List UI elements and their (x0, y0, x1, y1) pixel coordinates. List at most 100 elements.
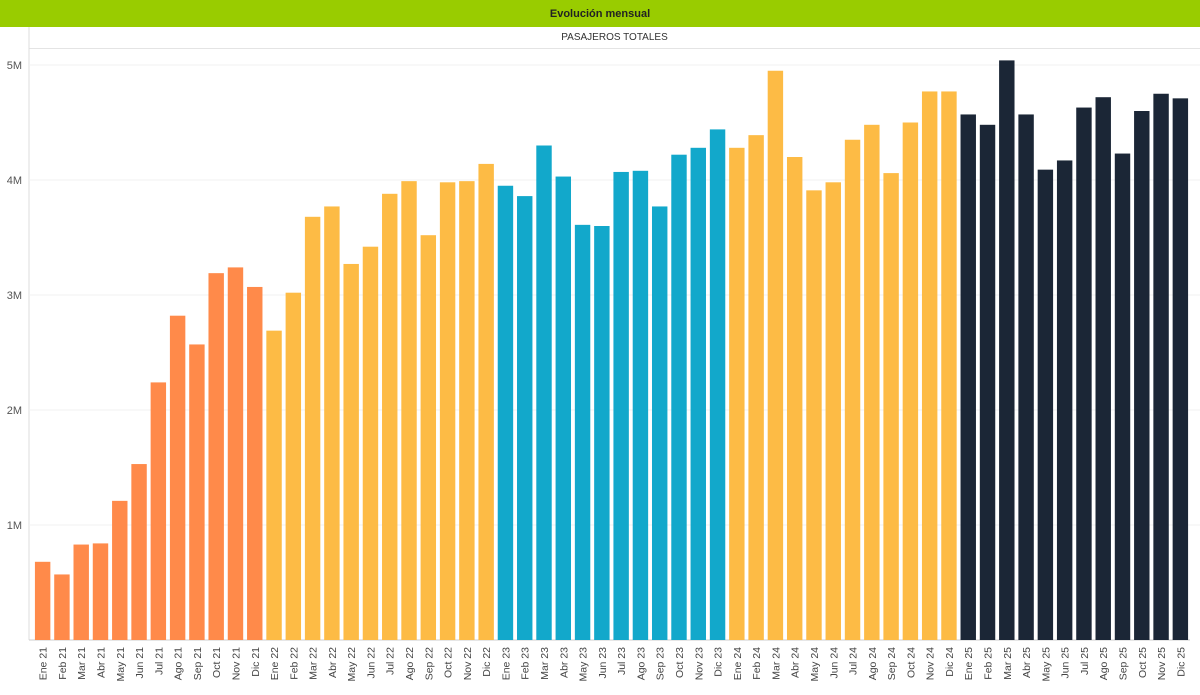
x-tick-label: May 21 (115, 647, 127, 682)
bar (285, 292, 302, 640)
x-tick-label: Abr 21 (95, 647, 107, 678)
x-tick-label: Feb 24 (751, 647, 763, 680)
bar (632, 170, 649, 641)
x-tick-label: May 22 (346, 647, 358, 682)
x-tick-label: Abr 25 (1021, 647, 1033, 678)
x-tick-label: Nov 22 (462, 647, 474, 680)
bar (343, 263, 359, 640)
bar (54, 574, 70, 640)
x-tick-label: Mar 22 (308, 647, 320, 680)
x-tick-label: Ago 23 (635, 647, 647, 680)
bar (690, 147, 706, 641)
x-tick-label: Dic 25 (1175, 647, 1187, 677)
bar (150, 382, 167, 640)
x-tick-label: Mar 21 (76, 647, 88, 680)
bar (941, 91, 957, 640)
x-tick-label: Ago 25 (1098, 647, 1110, 680)
y-tick-label: 3M (7, 290, 22, 302)
x-tick-label: May 24 (809, 647, 821, 682)
x-tick-label: Mar 25 (1002, 647, 1014, 680)
x-tick-label: Ene 23 (500, 647, 512, 680)
x-tick-label: Mar 23 (539, 647, 551, 680)
x-tick-label: Jun 23 (597, 647, 609, 679)
bar (189, 344, 205, 640)
x-tick-label: Oct 24 (905, 647, 917, 678)
bar (1114, 153, 1131, 641)
bar (73, 544, 89, 640)
x-tick-label: Jul 22 (385, 647, 397, 675)
x-tick-label: Abr 22 (327, 647, 339, 678)
x-tick-label: Ago 21 (173, 647, 185, 680)
x-tick-label: Ago 24 (867, 647, 879, 680)
bar (729, 147, 745, 641)
bar (536, 145, 552, 640)
x-tick-label: Oct 23 (674, 647, 686, 678)
x-tick-label: Jun 21 (134, 647, 146, 679)
bar (1037, 169, 1054, 640)
bar (883, 173, 899, 640)
bar (439, 182, 456, 641)
x-tick-label: Ene 21 (38, 647, 50, 680)
bar (1172, 98, 1189, 641)
y-tick-label: 4M (7, 175, 22, 187)
bar (902, 122, 919, 640)
chart-header: Evolución mensual (0, 0, 1200, 27)
x-tick-label: Jul 24 (848, 647, 860, 675)
bar (671, 154, 687, 640)
bar (1056, 160, 1073, 640)
x-tick-label: Ene 22 (269, 647, 281, 680)
bar (555, 176, 572, 641)
bar (459, 181, 475, 640)
bar (208, 273, 224, 640)
bar (844, 139, 861, 640)
x-tick-label: Mar 24 (770, 647, 782, 680)
bar (1153, 93, 1169, 640)
bar (517, 196, 533, 640)
x-tick-label: Sep 22 (423, 647, 435, 680)
bar (1095, 97, 1111, 640)
y-tick-label: 5M (7, 60, 22, 72)
x-tick-label: Dic 22 (481, 647, 493, 677)
x-tick-label: Feb 21 (57, 647, 69, 680)
x-tick-label: May 25 (1040, 647, 1052, 682)
bar (478, 163, 494, 640)
x-tick-label: Nov 21 (230, 647, 242, 680)
bar (169, 315, 186, 640)
bar (420, 235, 437, 640)
bar (613, 171, 629, 640)
x-tick-label: Ago 22 (404, 647, 416, 680)
bar (324, 206, 340, 640)
bar (34, 561, 51, 640)
x-tick-label: Dic 23 (713, 647, 725, 677)
bar (1076, 107, 1092, 641)
x-tick-label: Oct 21 (211, 647, 223, 678)
bar (999, 60, 1015, 640)
bar (1134, 111, 1150, 640)
bar (594, 226, 610, 640)
bar (92, 543, 109, 640)
y-tick-label: 1M (7, 520, 22, 532)
bar (709, 129, 726, 640)
x-tick-label: Jul 21 (153, 647, 165, 675)
bar (960, 114, 976, 640)
bar (651, 206, 668, 640)
x-tick-label: Nov 25 (1156, 647, 1168, 680)
x-tick-label: Abr 24 (790, 647, 802, 678)
x-tick-label: Jun 25 (1060, 647, 1072, 679)
x-tick-label: Abr 23 (558, 647, 570, 678)
bar (921, 91, 938, 640)
x-tick-label: Nov 23 (693, 647, 705, 680)
x-tick-label: Sep 21 (192, 647, 204, 680)
bar (266, 330, 282, 640)
x-tick-label: Sep 24 (886, 647, 898, 680)
x-tick-label: Sep 25 (1118, 647, 1130, 680)
bar (825, 182, 841, 641)
x-tick-label: Dic 21 (250, 647, 262, 677)
x-tick-label: Ene 24 (732, 647, 744, 680)
bar (574, 224, 591, 640)
x-tick-label: Sep 23 (655, 647, 667, 680)
x-tick-label: Oct 22 (443, 647, 455, 678)
bar (979, 124, 996, 641)
y-tick-label: 2M (7, 405, 22, 417)
